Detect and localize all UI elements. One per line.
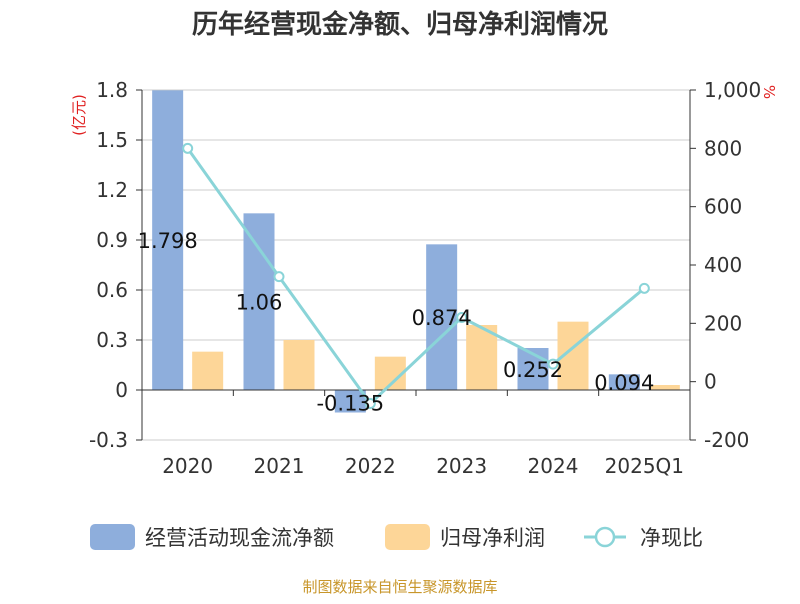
bar-net-profit xyxy=(283,340,315,390)
left-tick-label: 0.3 xyxy=(96,328,128,352)
right-tick-label: 0 xyxy=(704,370,717,394)
net-cash-ratio-point xyxy=(547,358,559,370)
net-cash-ratio-point xyxy=(638,282,650,294)
right-axis-unit: % xyxy=(760,85,778,99)
data-label: 1.798 xyxy=(138,229,198,253)
net-cash-ratio-point xyxy=(182,142,194,154)
x-tick-label: 2022 xyxy=(345,454,396,478)
axes: 1.8 1.5 1.2 0.9 0.6 0.3 0 -0.3 1,000 800 600 400 200… xyxy=(89,78,761,478)
source-note: 制图数据来自恒生聚源数据库 xyxy=(302,578,497,596)
x-tick-label: 2020 xyxy=(162,454,213,478)
net-cash-ratio-point xyxy=(273,271,285,283)
legend-label-net-profit: 归母净利润 xyxy=(440,526,545,550)
data-label: -0.135 xyxy=(316,392,384,416)
right-tick-label: 200 xyxy=(704,311,742,335)
legend: 经营活动现金流净额 归母净利润 净现比 xyxy=(90,524,703,550)
left-tick-label: 0 xyxy=(115,378,128,402)
grid-lines xyxy=(142,89,690,441)
x-tick-label: 2024 xyxy=(528,454,579,478)
net-cash-ratio-line xyxy=(186,147,646,406)
bar-cash-flow xyxy=(152,90,184,390)
right-tick-label: 600 xyxy=(704,195,742,219)
left-tick-label: 1.2 xyxy=(96,178,128,202)
right-tick-label: 800 xyxy=(704,136,742,160)
data-label: 1.06 xyxy=(236,291,283,315)
legend-label-cash-flow: 经营活动现金流净额 xyxy=(145,526,334,550)
x-tick-label: 2021 xyxy=(254,454,305,478)
bar-net-profit xyxy=(648,385,680,390)
line-series xyxy=(182,142,650,410)
data-label: 0.874 xyxy=(412,306,472,330)
left-tick-label: 1.8 xyxy=(96,78,128,102)
bar-cash-flow xyxy=(334,390,366,413)
right-tick-label: 1,000 xyxy=(704,78,761,102)
left-tick-label: -0.3 xyxy=(89,428,128,452)
data-label: 0.094 xyxy=(594,371,654,395)
x-tick-label: 2023 xyxy=(436,454,487,478)
legend-swatch-ratio-marker xyxy=(594,526,616,548)
x-tick-label: 2025Q1 xyxy=(605,454,684,478)
legend-swatch-cash-flow xyxy=(90,524,135,550)
right-tick-label: 400 xyxy=(704,253,742,277)
legend-label-ratio: 净现比 xyxy=(640,526,703,550)
bar-cash-flow xyxy=(608,374,640,390)
left-tick-label: 0.9 xyxy=(96,228,128,252)
bar-marks xyxy=(152,90,680,413)
bar-cash-flow xyxy=(243,213,275,390)
legend-swatch-net-profit xyxy=(385,524,430,550)
net-cash-ratio-point xyxy=(364,398,376,410)
left-tick-label: 1.5 xyxy=(96,128,128,152)
bar-net-profit xyxy=(466,325,498,390)
data-labels: 1.798 1.06 -0.135 0.874 0.252 0.094 xyxy=(138,229,655,415)
data-label: 0.252 xyxy=(503,358,563,382)
net-cash-ratio-point xyxy=(456,312,468,323)
left-tick-label: 0.6 xyxy=(96,278,128,302)
chart-title: 历年经营现金净额、归母净利润情况 xyxy=(192,9,608,40)
bar-net-profit xyxy=(192,351,224,390)
right-tick-label: -200 xyxy=(704,428,749,452)
left-axis-unit: (亿元) xyxy=(70,94,88,136)
bar-cash-flow xyxy=(426,244,458,390)
